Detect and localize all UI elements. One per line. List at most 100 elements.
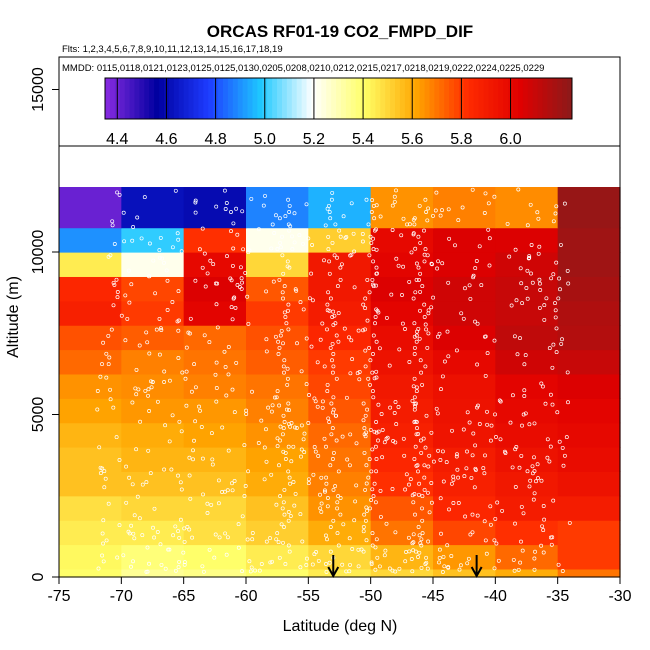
sample-point	[277, 555, 282, 560]
sample-point	[538, 288, 543, 292]
colorbar-segment	[301, 78, 308, 119]
colorbar-segment	[517, 78, 524, 119]
sample-point	[535, 210, 540, 215]
sample-point	[306, 477, 311, 482]
sample-point	[306, 481, 311, 486]
sample-point	[245, 294, 250, 299]
sample-point	[532, 556, 537, 561]
sample-point	[422, 302, 427, 307]
sample-point	[282, 420, 287, 424]
heatmap-cell	[370, 544, 434, 570]
sample-point	[374, 265, 379, 270]
sample-point	[202, 333, 207, 338]
sample-point	[328, 345, 333, 350]
sample-point	[485, 409, 489, 414]
colorbar-segment	[395, 78, 401, 119]
sample-point	[543, 401, 548, 406]
colorbar-segment	[503, 78, 509, 119]
sample-point	[438, 458, 443, 462]
sample-point	[417, 277, 421, 282]
sample-point	[318, 492, 322, 497]
sample-point	[315, 404, 320, 409]
sample-point	[326, 416, 331, 421]
sample-point	[238, 265, 243, 270]
sample-point	[200, 226, 205, 231]
sample-point	[349, 252, 354, 257]
sample-point	[489, 423, 494, 428]
colorbar-segment	[144, 78, 150, 119]
sample-point	[483, 334, 488, 339]
sample-point	[425, 490, 430, 495]
sample-point	[182, 562, 187, 567]
sample-point	[367, 290, 372, 295]
sample-point	[565, 268, 570, 273]
sample-point	[330, 426, 335, 431]
sample-point	[286, 222, 291, 227]
sample-point	[111, 405, 116, 410]
sample-point	[271, 279, 276, 284]
sample-point	[423, 322, 428, 327]
sample-point	[349, 201, 354, 206]
y-axis-label: Altitude (m)	[5, 276, 22, 358]
heatmap-cell	[557, 276, 621, 302]
sample-point	[410, 541, 415, 546]
sample-point	[309, 344, 314, 349]
sample-point	[273, 395, 277, 400]
sample-point	[451, 501, 456, 505]
sample-point	[268, 560, 273, 565]
sample-point	[551, 219, 556, 224]
sample-point	[130, 482, 135, 487]
colorbar-frame	[104, 77, 573, 120]
sample-point	[525, 268, 530, 273]
sample-point	[510, 393, 515, 398]
colorbar-segment	[370, 78, 376, 119]
sample-point	[392, 199, 397, 204]
sample-point	[411, 231, 416, 236]
sample-point	[400, 293, 404, 297]
sample-point	[483, 191, 488, 196]
sample-point	[270, 222, 275, 227]
sample-point	[102, 485, 107, 490]
heatmap-cell	[557, 227, 621, 253]
sample-point	[463, 286, 467, 291]
sample-point	[514, 298, 519, 303]
sample-point	[483, 453, 487, 458]
sample-point	[318, 337, 323, 342]
sample-point	[447, 236, 452, 241]
sample-point	[369, 560, 374, 565]
sample-point	[331, 450, 336, 455]
sample-point	[361, 401, 366, 406]
sample-point	[331, 487, 336, 492]
sample-point	[189, 389, 194, 394]
sample-point	[354, 441, 359, 446]
heatmap-cell	[557, 187, 621, 229]
sample-point	[138, 419, 143, 424]
sample-point	[214, 386, 219, 390]
colorbar-segment	[355, 78, 362, 119]
sample-point	[335, 284, 340, 289]
sample-point	[243, 484, 248, 488]
sample-point	[327, 259, 332, 264]
sample-point	[562, 453, 567, 458]
sample-point	[519, 539, 523, 544]
sample-point	[167, 547, 172, 552]
sample-point	[551, 272, 556, 277]
sample-point	[334, 376, 339, 381]
heatmap-cell	[557, 398, 621, 424]
sample-point	[344, 569, 349, 574]
sample-point	[533, 549, 537, 554]
sample-point	[295, 341, 299, 346]
sample-point	[132, 536, 137, 541]
sample-point	[485, 351, 490, 356]
sample-point	[536, 476, 540, 481]
sample-point	[240, 209, 245, 214]
sample-point	[348, 371, 353, 376]
sample-point	[369, 498, 374, 502]
sample-point	[416, 469, 420, 474]
sample-point	[540, 524, 545, 529]
sample-point	[304, 202, 309, 207]
sample-point	[304, 563, 309, 567]
sample-point	[193, 278, 198, 283]
sample-point	[553, 315, 558, 320]
sample-point	[328, 296, 333, 301]
